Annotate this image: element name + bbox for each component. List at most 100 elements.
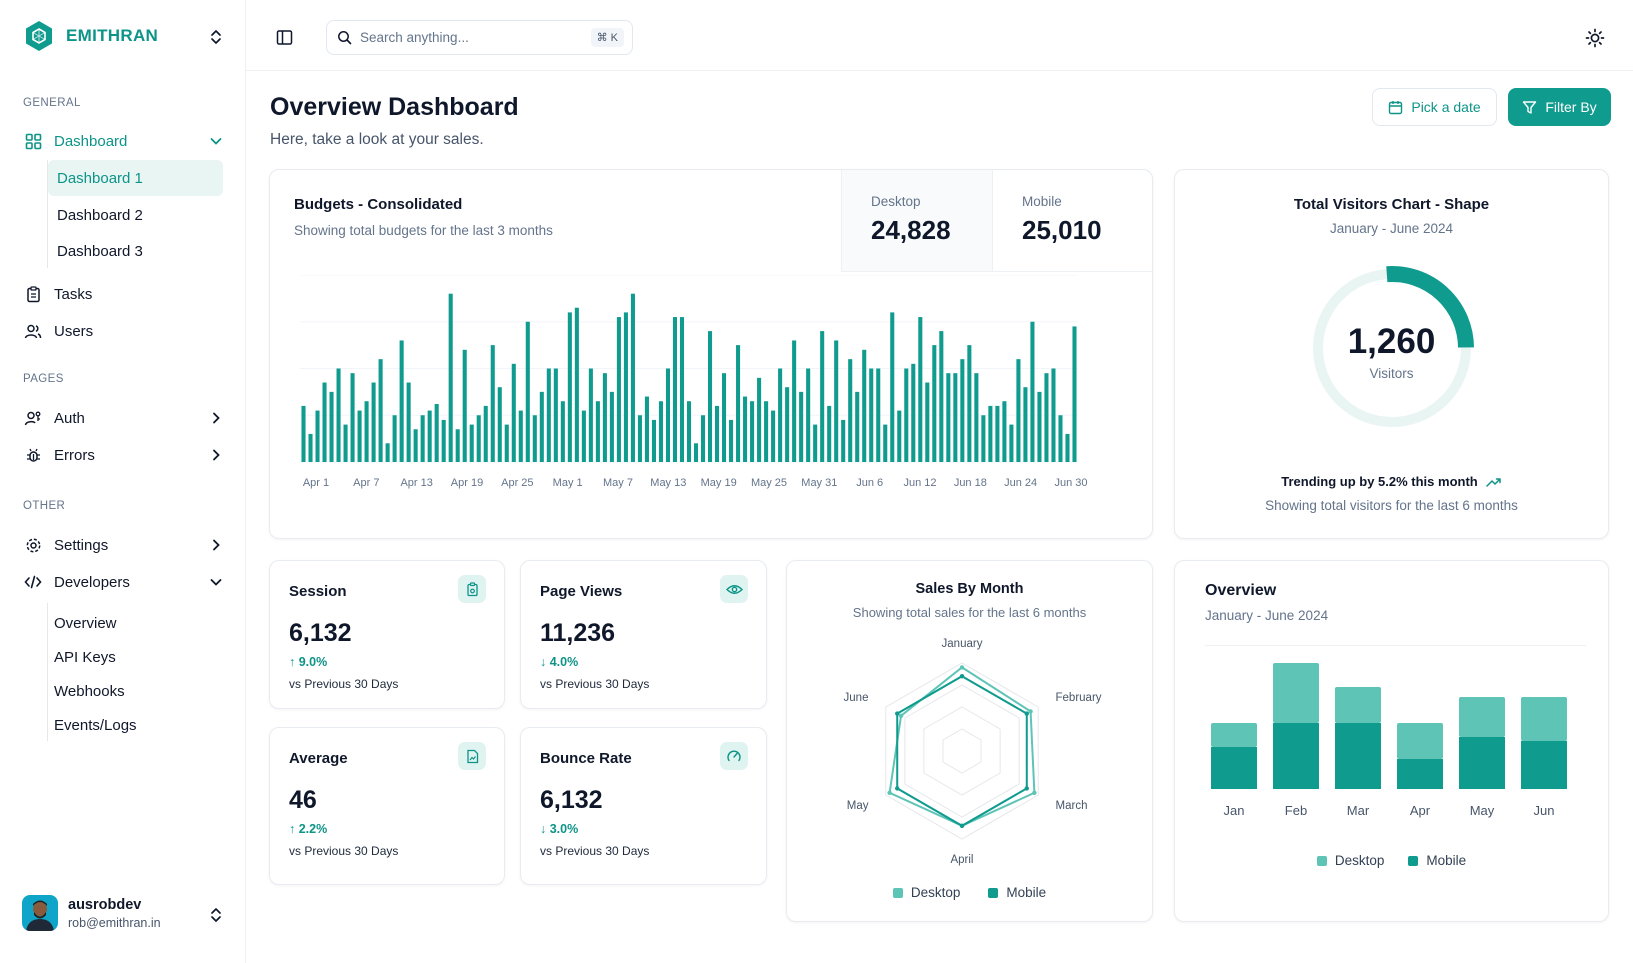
bar[interactable]	[883, 424, 888, 462]
kpi-card-average[interactable]: Average 46 ↑ 2.2% vs Previous 30 Days	[269, 727, 505, 885]
bar[interactable]	[897, 410, 902, 462]
bar[interactable]	[364, 401, 369, 462]
bar-mobile[interactable]	[1521, 741, 1567, 789]
bar[interactable]	[399, 340, 404, 462]
sidebar-subitem-api-keys[interactable]: API Keys	[54, 648, 116, 666]
sidebar-item-tasks[interactable]: Tasks	[24, 279, 224, 309]
bar[interactable]	[862, 349, 867, 462]
bar[interactable]	[539, 391, 544, 462]
kpi-card-session[interactable]: Session 6,132 ↑ 9.0% vs Previous 30 Days	[269, 560, 505, 709]
bar-desktop[interactable]	[1211, 723, 1257, 747]
bar[interactable]	[392, 415, 397, 462]
bar[interactable]	[574, 307, 579, 462]
sidebar-subitem-webhooks[interactable]: Webhooks	[54, 682, 125, 700]
bar[interactable]	[974, 373, 979, 462]
radar-point[interactable]	[895, 711, 900, 716]
bar[interactable]	[700, 415, 706, 462]
bar[interactable]	[960, 359, 965, 462]
bar-mobile[interactable]	[1335, 723, 1381, 789]
bar[interactable]	[799, 391, 804, 462]
sidebar-item-dashboard[interactable]: Dashboard	[24, 126, 224, 156]
radar-series-desktop[interactable]	[888, 666, 1036, 827]
sidebar-subitem-dashboard-2[interactable]: Dashboard 2	[57, 206, 143, 224]
bar[interactable]	[764, 401, 769, 462]
bar[interactable]	[546, 368, 551, 463]
bar[interactable]	[630, 293, 635, 462]
bar[interactable]	[672, 317, 678, 462]
sidebar-subitem-events-logs[interactable]: Events/Logs	[54, 716, 137, 734]
bar[interactable]	[1058, 415, 1063, 462]
filter-button[interactable]: Filter By	[1508, 88, 1611, 126]
bar[interactable]	[946, 373, 951, 462]
bar[interactable]	[441, 419, 446, 462]
bar[interactable]	[532, 415, 537, 462]
bar[interactable]	[315, 410, 320, 462]
bar[interactable]	[525, 321, 530, 462]
radial-progress[interactable]	[1386, 266, 1474, 348]
bar[interactable]	[904, 368, 909, 463]
radar-point[interactable]	[959, 674, 965, 679]
user-menu[interactable]: ausrobdev rob@emithran.in	[22, 895, 161, 931]
radar-point[interactable]	[887, 790, 892, 795]
bar[interactable]	[785, 387, 790, 462]
radar-point[interactable]	[1024, 786, 1029, 791]
bar[interactable]	[462, 349, 467, 462]
budgets-bar-chart[interactable]: Apr 1 Apr 7 Apr 13 Apr 19 Apr 25 May 1 May 7 Ma…	[270, 275, 1154, 515]
bar[interactable]	[1051, 368, 1056, 463]
bar[interactable]	[995, 405, 1000, 462]
bar[interactable]	[869, 368, 874, 463]
bar[interactable]	[658, 401, 663, 462]
sidebar-toggle-icon[interactable]	[276, 29, 293, 46]
bar[interactable]	[967, 345, 972, 462]
radar-point[interactable]	[895, 786, 900, 791]
bar[interactable]	[553, 368, 558, 463]
bar-desktop[interactable]	[1397, 723, 1443, 759]
bar[interactable]	[693, 443, 699, 462]
sidebar-item-settings[interactable]: Settings	[24, 530, 224, 560]
overview-stacked-bar-chart[interactable]: Jan Feb Mar Apr May Jun	[1175, 651, 1610, 836]
visitors-radial-chart[interactable]	[1302, 258, 1482, 438]
bar[interactable]	[925, 382, 930, 462]
bar[interactable]	[679, 317, 685, 462]
desktop-stat[interactable]: Desktop 24,828	[841, 170, 992, 272]
bar-mobile[interactable]	[1397, 759, 1443, 789]
radar-point[interactable]	[1028, 709, 1033, 714]
bar[interactable]	[518, 410, 523, 462]
bar[interactable]	[350, 373, 355, 462]
bar[interactable]	[595, 401, 600, 462]
chevron-up-down-icon[interactable]	[208, 906, 224, 924]
bar[interactable]	[715, 405, 720, 462]
bar[interactable]	[651, 419, 656, 462]
pick-date-button[interactable]: Pick a date	[1372, 88, 1497, 126]
sidebar-item-auth[interactable]: Auth	[24, 403, 224, 433]
bar[interactable]	[1023, 387, 1028, 462]
bar[interactable]	[336, 368, 341, 463]
bar[interactable]	[806, 368, 811, 463]
bar[interactable]	[841, 419, 846, 462]
bar[interactable]	[413, 429, 418, 462]
bar[interactable]	[848, 359, 853, 462]
sidebar-subitem-overview[interactable]: Overview	[54, 614, 117, 632]
bar[interactable]	[455, 429, 460, 462]
bar[interactable]	[476, 415, 481, 462]
bar[interactable]	[686, 401, 692, 462]
bar[interactable]	[644, 396, 649, 462]
bar[interactable]	[497, 387, 502, 462]
bar[interactable]	[581, 410, 586, 462]
bar[interactable]	[504, 424, 509, 462]
bar[interactable]	[301, 405, 306, 462]
bar[interactable]	[357, 410, 362, 462]
sidebar-item-users[interactable]: Users	[24, 316, 224, 346]
brand[interactable]: EMITHRAN	[24, 20, 158, 52]
bar[interactable]	[707, 331, 713, 462]
bar[interactable]	[343, 424, 348, 462]
bar[interactable]	[448, 293, 453, 462]
radar-point[interactable]	[959, 665, 965, 670]
bar[interactable]	[1009, 424, 1014, 462]
sales-radar-chart[interactable]: January February March April May June	[787, 619, 1154, 879]
bar[interactable]	[329, 391, 334, 462]
bar[interactable]	[427, 410, 432, 462]
bar[interactable]	[939, 331, 944, 462]
bar[interactable]	[876, 368, 881, 463]
bar[interactable]	[1002, 401, 1007, 462]
